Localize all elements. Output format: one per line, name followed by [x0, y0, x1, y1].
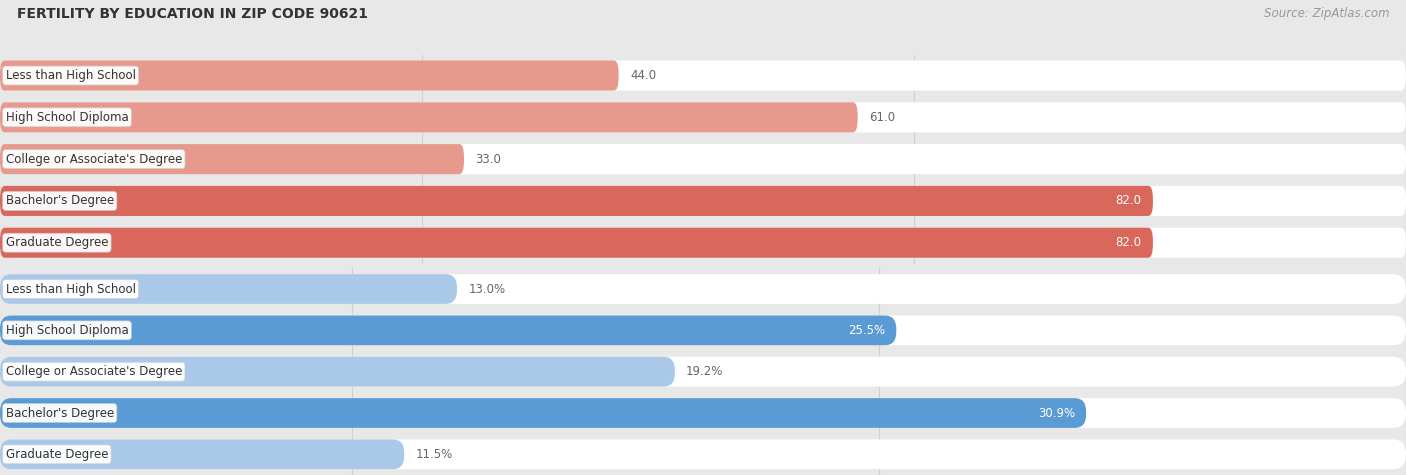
FancyBboxPatch shape — [0, 102, 1406, 133]
Text: College or Associate's Degree: College or Associate's Degree — [6, 152, 181, 166]
Text: 44.0: 44.0 — [630, 69, 657, 82]
FancyBboxPatch shape — [0, 439, 1406, 469]
FancyBboxPatch shape — [0, 60, 1406, 91]
FancyBboxPatch shape — [0, 144, 464, 174]
Text: 13.0%: 13.0% — [468, 283, 505, 295]
FancyBboxPatch shape — [0, 315, 1406, 345]
FancyBboxPatch shape — [0, 274, 1406, 304]
FancyBboxPatch shape — [0, 102, 858, 133]
Text: Source: ZipAtlas.com: Source: ZipAtlas.com — [1264, 7, 1389, 20]
FancyBboxPatch shape — [0, 398, 1406, 428]
Text: 33.0: 33.0 — [475, 152, 501, 166]
FancyBboxPatch shape — [0, 315, 897, 345]
Text: Bachelor's Degree: Bachelor's Degree — [6, 194, 114, 208]
Text: 30.9%: 30.9% — [1038, 407, 1074, 419]
Text: Graduate Degree: Graduate Degree — [6, 236, 108, 249]
Text: 82.0: 82.0 — [1116, 194, 1142, 208]
Text: 82.0: 82.0 — [1116, 236, 1142, 249]
FancyBboxPatch shape — [0, 144, 1406, 174]
Text: Less than High School: Less than High School — [6, 283, 135, 295]
FancyBboxPatch shape — [0, 439, 405, 469]
Text: High School Diploma: High School Diploma — [6, 324, 128, 337]
FancyBboxPatch shape — [0, 357, 1406, 387]
Text: FERTILITY BY EDUCATION IN ZIP CODE 90621: FERTILITY BY EDUCATION IN ZIP CODE 90621 — [17, 7, 368, 21]
Text: College or Associate's Degree: College or Associate's Degree — [6, 365, 181, 378]
Text: 11.5%: 11.5% — [416, 448, 453, 461]
FancyBboxPatch shape — [0, 274, 457, 304]
FancyBboxPatch shape — [0, 186, 1406, 216]
FancyBboxPatch shape — [0, 228, 1153, 258]
Text: 19.2%: 19.2% — [686, 365, 724, 378]
Text: Graduate Degree: Graduate Degree — [6, 448, 108, 461]
FancyBboxPatch shape — [0, 186, 1153, 216]
FancyBboxPatch shape — [0, 357, 675, 387]
FancyBboxPatch shape — [0, 228, 1406, 258]
Text: 25.5%: 25.5% — [848, 324, 886, 337]
Text: Bachelor's Degree: Bachelor's Degree — [6, 407, 114, 419]
Text: Less than High School: Less than High School — [6, 69, 135, 82]
Text: 61.0: 61.0 — [869, 111, 896, 124]
Text: High School Diploma: High School Diploma — [6, 111, 128, 124]
FancyBboxPatch shape — [0, 398, 1087, 428]
FancyBboxPatch shape — [0, 60, 619, 91]
